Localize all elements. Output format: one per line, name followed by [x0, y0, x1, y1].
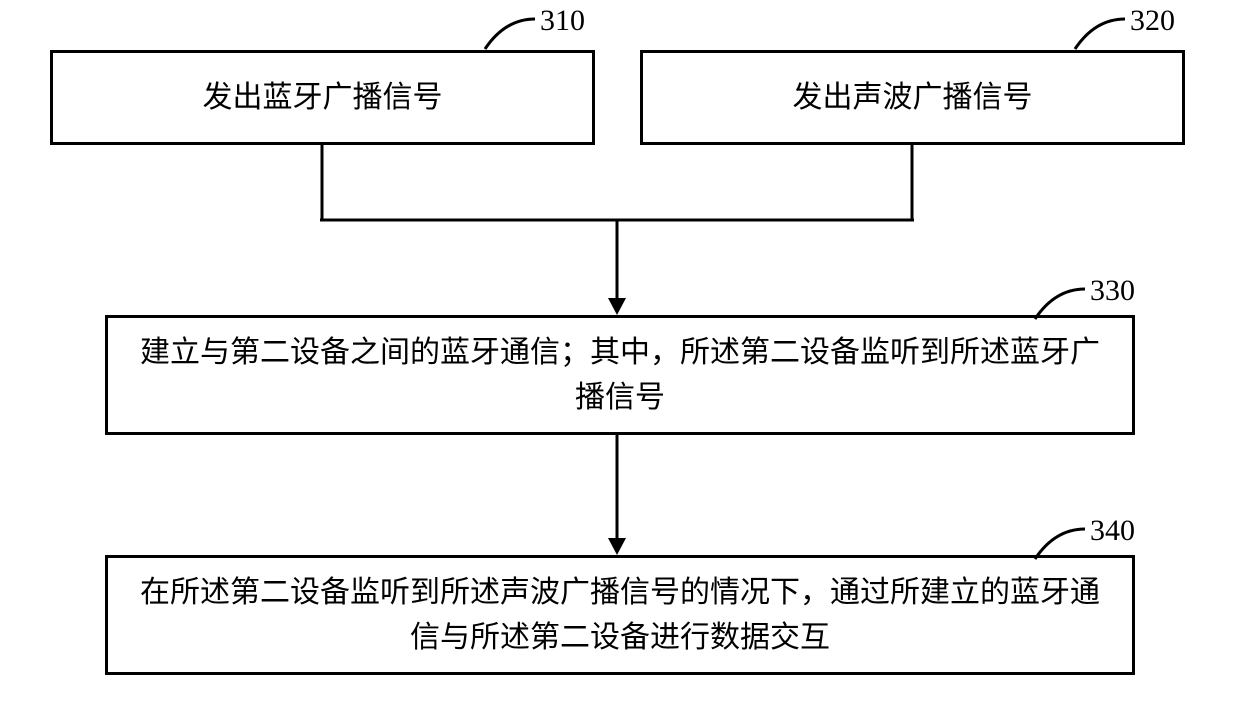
node-label-330: 330 [1090, 274, 1135, 308]
node-label-320: 320 [1130, 4, 1175, 38]
node-text: 发出蓝牙广播信号 [203, 75, 443, 120]
leader-320 [1070, 14, 1130, 54]
flowchart-node-320: 发出声波广播信号 [640, 50, 1185, 145]
leader-310 [480, 14, 540, 54]
node-label-310: 310 [540, 4, 585, 38]
leader-330 [1030, 284, 1090, 324]
node-label-340: 340 [1090, 514, 1135, 548]
node-text: 发出声波广播信号 [793, 75, 1033, 120]
flowchart-node-310: 发出蓝牙广播信号 [50, 50, 595, 145]
flowchart-node-330: 建立与第二设备之间的蓝牙通信；其中，所述第二设备监听到所述蓝牙广播信号 [105, 315, 1135, 435]
flowchart-container: 发出蓝牙广播信号 310 发出声波广播信号 320 建立与第二设备之间的蓝牙通信… [0, 0, 1240, 717]
node-text: 建立与第二设备之间的蓝牙通信；其中，所述第二设备监听到所述蓝牙广播信号 [128, 330, 1112, 420]
leader-340 [1030, 524, 1090, 564]
flowchart-node-340: 在所述第二设备监听到所述声波广播信号的情况下，通过所建立的蓝牙通信与所述第二设备… [105, 555, 1135, 675]
node-text: 在所述第二设备监听到所述声波广播信号的情况下，通过所建立的蓝牙通信与所述第二设备… [128, 570, 1112, 660]
